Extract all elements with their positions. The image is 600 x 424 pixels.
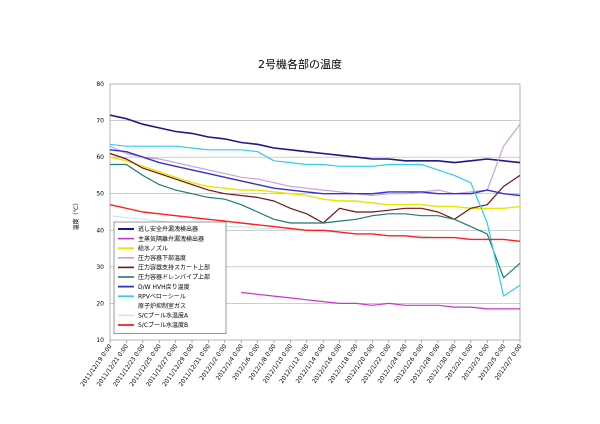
legend-label: 逃し安全弁漏洩検出器 (138, 225, 198, 233)
legend: 逃し安全弁漏洩検出器主蒸気隔離弁漏洩検出器給水ノズル圧力容器下部温度圧力容器支持… (113, 221, 227, 334)
legend-label: S/Cプール水温度B (138, 321, 188, 329)
legend-label: D/W HVH戻り温度 (138, 283, 190, 291)
series-line-4 (109, 152, 521, 224)
legend-label: 圧力容器支持スカート上部 (138, 264, 210, 272)
series-line-6 (109, 149, 521, 197)
y-tick-label: 30 (96, 264, 104, 271)
legend-label: 圧力容器下部温度 (138, 254, 186, 262)
y-tick-label: 40 (96, 227, 104, 234)
y-tick-label: 10 (96, 337, 104, 344)
legend-label: 原子炉抑制室ガス (138, 302, 186, 310)
y-tick-label: 60 (96, 154, 104, 161)
legend-label: 主蒸気隔離弁漏洩検出器 (138, 235, 204, 243)
series-line-0 (109, 114, 521, 164)
y-axis-label: 温度（℃） (72, 200, 80, 231)
y-tick-label: 70 (96, 118, 104, 125)
legend-label: 圧力容器ドレンパイプ上部 (138, 273, 210, 281)
y-tick-label: 20 (96, 300, 104, 307)
series-line-1 (241, 291, 520, 310)
series-line-7 (109, 143, 521, 297)
legend-label: RPVベローシール (138, 293, 186, 300)
series-line-2 (109, 156, 521, 209)
chart-title: 2号機各部の温度 (258, 57, 342, 71)
y-axis: 10 20 30 40 50 60 70 80 (96, 81, 104, 344)
y-tick-label: 80 (96, 81, 104, 88)
y-tick-label: 50 (96, 191, 104, 198)
series-line-5 (110, 163, 521, 279)
legend-label: S/Cプール水温度A (138, 312, 189, 320)
legend-label: 給水ノズル (138, 244, 168, 252)
series-line-10 (109, 204, 521, 242)
